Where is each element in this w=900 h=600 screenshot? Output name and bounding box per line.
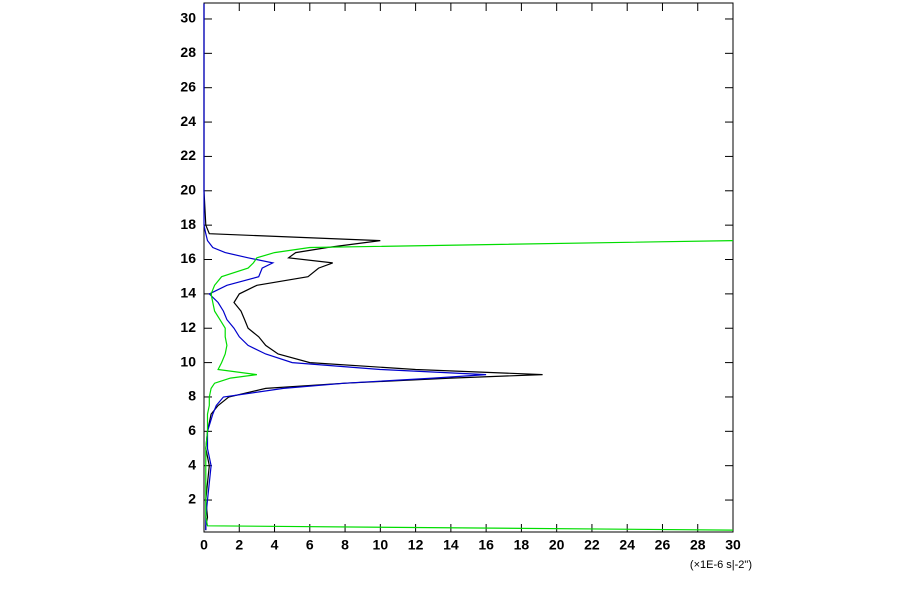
- y-tick-label: 8: [188, 388, 196, 404]
- y-tick-label: 14: [180, 285, 196, 301]
- profile-line: [203, 3, 487, 531]
- y-tick-label: 30: [180, 10, 196, 26]
- y-tick-label: 20: [180, 181, 196, 197]
- x-tick-label: 6: [306, 537, 314, 553]
- y-tick-label: 24: [180, 113, 196, 129]
- x-tick-label: 26: [655, 537, 671, 553]
- y-tick-label: 4: [188, 456, 196, 472]
- y-tick-label: 6: [188, 422, 196, 438]
- y-tick-label: 10: [180, 353, 196, 369]
- x-axis-label: (×1E-6 s|-2"): [690, 559, 752, 571]
- x-tick-label: 0: [200, 537, 208, 553]
- x-tick-label: 28: [690, 537, 706, 553]
- y-tick-label: 12: [180, 319, 196, 335]
- x-tick-label: 4: [271, 537, 279, 553]
- x-tick-label: 22: [584, 537, 600, 553]
- y-tick-label: 16: [180, 250, 196, 266]
- x-tick-label: 18: [514, 537, 530, 553]
- x-tick-label: 2: [235, 537, 243, 553]
- profile-line: [205, 240, 734, 531]
- x-tick-label: 10: [373, 537, 389, 553]
- profile-line: [203, 3, 543, 531]
- x-tick-label: 12: [408, 537, 424, 553]
- y-tick-label: 22: [180, 147, 196, 163]
- y-tick-label: 26: [180, 78, 196, 94]
- x-tick-label: 16: [478, 537, 494, 553]
- y-tick-label: 18: [180, 216, 196, 232]
- y-tick-label: 28: [180, 44, 196, 60]
- x-tick-label: 30: [725, 537, 741, 553]
- y-tick-label: 2: [188, 491, 196, 507]
- x-tick-label: 20: [549, 537, 565, 553]
- x-tick-label: 24: [619, 537, 635, 553]
- x-tick-label: 14: [443, 537, 459, 553]
- x-tick-label: 8: [341, 537, 349, 553]
- plot-frame: [203, 2, 734, 533]
